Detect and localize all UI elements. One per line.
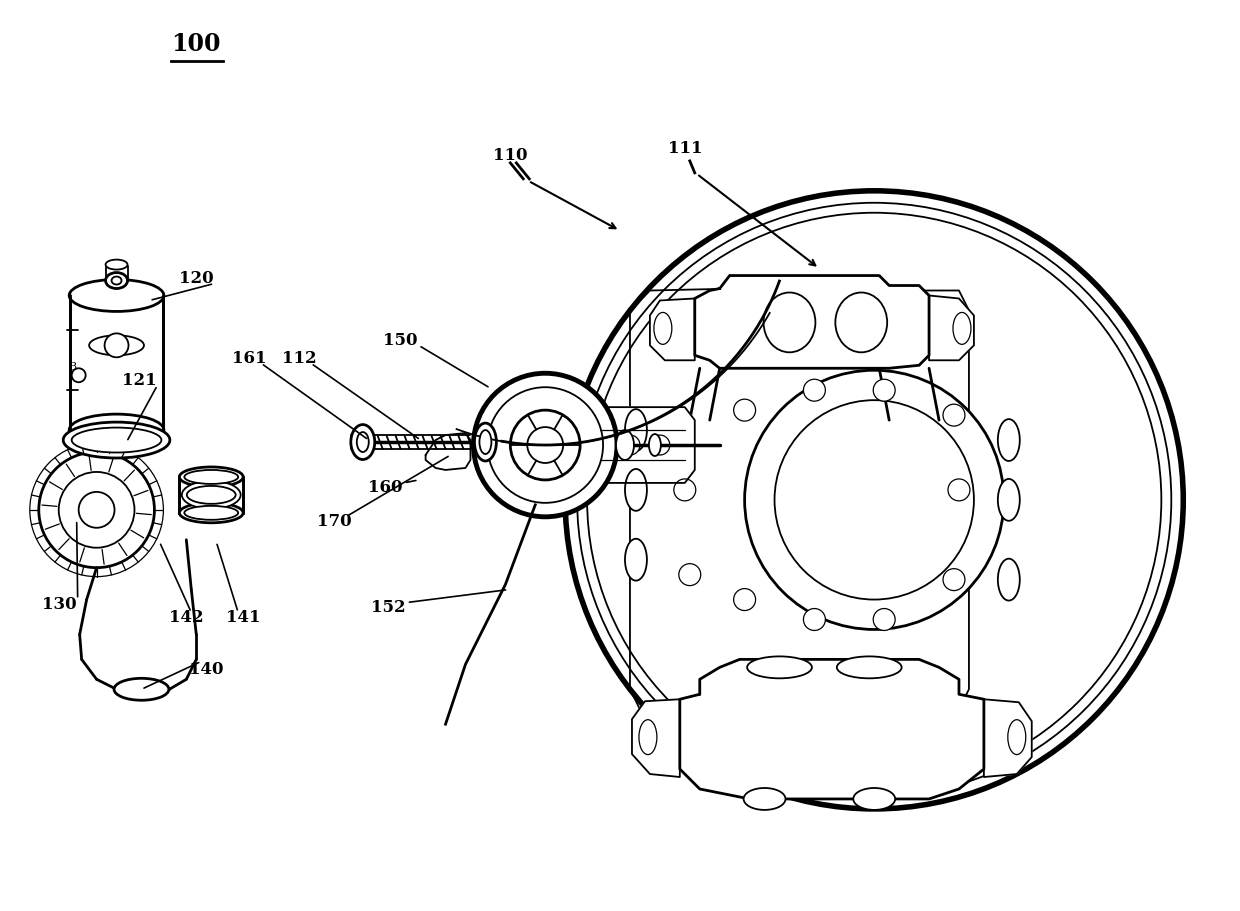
Circle shape	[744, 370, 1004, 630]
Text: 141: 141	[226, 609, 260, 626]
Ellipse shape	[1008, 720, 1025, 754]
Text: 161: 161	[232, 350, 267, 367]
Ellipse shape	[744, 788, 785, 810]
Ellipse shape	[836, 292, 887, 353]
Ellipse shape	[72, 427, 161, 453]
Ellipse shape	[639, 720, 657, 754]
Circle shape	[734, 589, 755, 610]
Ellipse shape	[998, 479, 1019, 521]
Ellipse shape	[653, 312, 672, 344]
Ellipse shape	[105, 272, 128, 289]
Text: 100: 100	[171, 32, 221, 56]
Text: 121: 121	[123, 372, 156, 389]
Ellipse shape	[837, 657, 901, 679]
Circle shape	[487, 387, 603, 503]
Ellipse shape	[998, 558, 1019, 600]
Ellipse shape	[764, 292, 816, 353]
Text: 142: 142	[169, 609, 203, 626]
Ellipse shape	[114, 679, 169, 701]
Text: 111: 111	[667, 140, 702, 158]
Ellipse shape	[180, 467, 243, 486]
Polygon shape	[929, 295, 973, 360]
Circle shape	[38, 452, 155, 568]
Circle shape	[78, 492, 114, 527]
Polygon shape	[680, 660, 983, 799]
Polygon shape	[650, 299, 694, 360]
Circle shape	[804, 609, 826, 630]
Ellipse shape	[853, 788, 895, 810]
Ellipse shape	[351, 425, 374, 459]
Circle shape	[104, 333, 129, 357]
Ellipse shape	[105, 260, 128, 270]
Text: 152: 152	[372, 599, 405, 616]
Text: 120: 120	[179, 270, 213, 287]
Circle shape	[511, 410, 580, 480]
Text: 110: 110	[494, 148, 527, 164]
Circle shape	[734, 399, 755, 421]
Circle shape	[650, 435, 670, 455]
Ellipse shape	[954, 312, 971, 344]
Polygon shape	[632, 700, 680, 777]
Text: 150: 150	[383, 332, 418, 349]
Polygon shape	[595, 407, 694, 483]
Text: B: B	[68, 363, 77, 373]
Circle shape	[873, 609, 895, 630]
Ellipse shape	[616, 430, 634, 460]
Ellipse shape	[475, 423, 496, 461]
Ellipse shape	[480, 430, 491, 454]
Ellipse shape	[625, 538, 647, 580]
Polygon shape	[425, 433, 470, 470]
Circle shape	[527, 427, 563, 463]
Text: 130: 130	[42, 596, 77, 613]
Ellipse shape	[998, 419, 1019, 461]
Ellipse shape	[182, 481, 241, 509]
Ellipse shape	[625, 409, 647, 451]
Circle shape	[620, 435, 640, 455]
Ellipse shape	[187, 486, 236, 504]
Circle shape	[873, 379, 895, 401]
Circle shape	[775, 400, 973, 599]
Circle shape	[58, 472, 134, 548]
Circle shape	[678, 564, 701, 586]
Polygon shape	[69, 295, 164, 430]
Ellipse shape	[112, 277, 122, 284]
Circle shape	[72, 368, 86, 383]
Ellipse shape	[180, 503, 243, 523]
Ellipse shape	[649, 434, 661, 456]
Ellipse shape	[357, 432, 368, 452]
Ellipse shape	[748, 657, 812, 679]
Ellipse shape	[89, 335, 144, 355]
Polygon shape	[630, 285, 968, 719]
Circle shape	[942, 568, 965, 590]
Ellipse shape	[63, 422, 170, 458]
Ellipse shape	[185, 506, 238, 520]
Ellipse shape	[69, 415, 164, 446]
Text: 112: 112	[281, 350, 316, 367]
Text: 170: 170	[316, 513, 351, 530]
Circle shape	[942, 404, 965, 426]
Polygon shape	[694, 275, 929, 368]
Ellipse shape	[625, 469, 647, 511]
Polygon shape	[983, 700, 1032, 777]
Circle shape	[673, 479, 696, 501]
Circle shape	[949, 479, 970, 501]
Ellipse shape	[185, 470, 238, 484]
Polygon shape	[180, 477, 243, 513]
Ellipse shape	[565, 190, 1183, 809]
Circle shape	[474, 374, 618, 517]
Text: 160: 160	[368, 479, 403, 496]
Ellipse shape	[69, 280, 164, 312]
Text: 140: 140	[188, 660, 223, 678]
Circle shape	[804, 379, 826, 401]
